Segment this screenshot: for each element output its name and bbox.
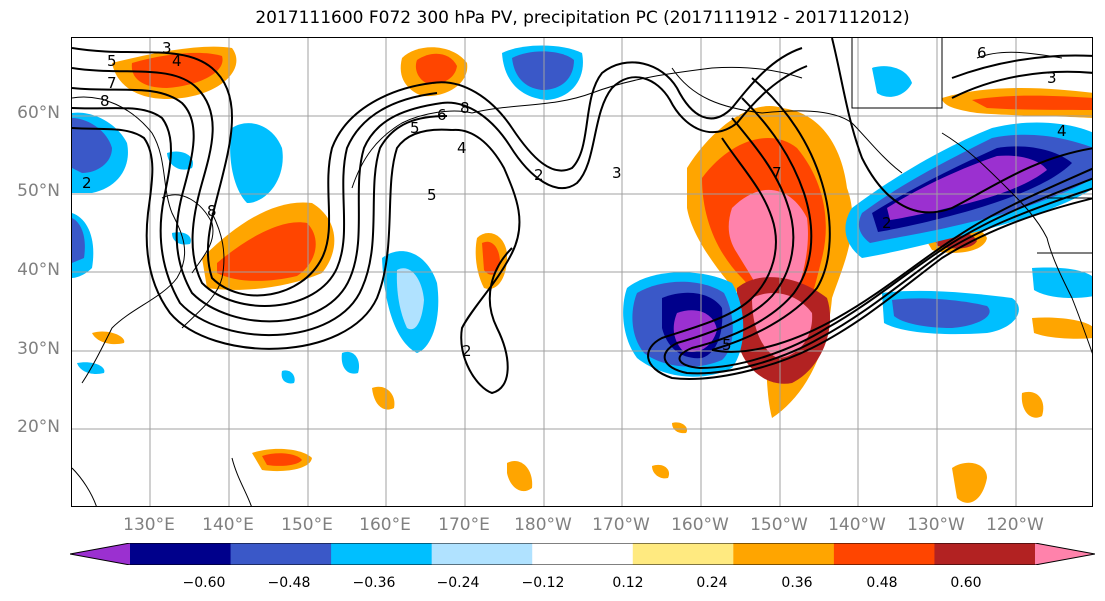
contour-label: 4	[172, 52, 182, 70]
contour-label: 3	[162, 39, 172, 57]
contour-label: 2	[534, 166, 544, 184]
colorbar-tick-label: 0.60	[950, 575, 982, 591]
colorbar-tick-label: −0.12	[521, 575, 565, 591]
colorbar-tick-label: −0.48	[267, 575, 311, 591]
colorbar-tick-label: 0.36	[781, 575, 813, 591]
contour-label: 5	[107, 52, 117, 70]
colorbar-cell	[431, 543, 533, 565]
colorbar-cell	[934, 543, 1036, 565]
contour-label: 4	[1057, 122, 1067, 140]
lon-label: 130°E	[123, 515, 175, 535]
colorbar-cell	[733, 543, 835, 565]
lon-label: 140°E	[202, 515, 254, 535]
lon-label: 170°E	[438, 515, 490, 535]
contour-label: 8	[460, 99, 470, 117]
contour-label: 4	[457, 139, 467, 157]
lat-label: 60°N	[17, 103, 60, 123]
map-title: 2017111600 F072 300 hPa PV, precipitatio…	[255, 8, 910, 28]
colorbar-tick-label: −0.24	[436, 575, 480, 591]
colorbar-cell	[130, 543, 232, 565]
contour-label: 7	[772, 164, 782, 182]
lon-label: 130°W	[907, 515, 965, 535]
lon-label: 180°W	[514, 515, 572, 535]
map-canvas: 3 4 5 7 8 8 6 5 4 8 2 2 5 6 3 7 4 2 5 3 …	[72, 38, 1092, 506]
colorbar	[70, 543, 1095, 565]
lon-label: 150°E	[281, 515, 333, 535]
colorbar-cell	[532, 543, 634, 565]
lon-label: 170°W	[592, 515, 650, 535]
colorbar-cells	[70, 543, 1095, 565]
colorbar-tick-label: −0.36	[352, 575, 396, 591]
contour-label: 6	[437, 106, 447, 124]
colorbar-cell	[833, 543, 935, 565]
graticule	[72, 38, 1092, 506]
colorbar-cell	[70, 543, 130, 565]
contour-label: 5	[427, 186, 437, 204]
lon-label: 160°W	[671, 515, 729, 535]
pv-contour-labels: 3 4 5 7 8 8 6 5 4 8 2 2 5 6 3 7 4 2 5 3 …	[82, 39, 1067, 360]
lon-label: 150°W	[750, 515, 808, 535]
lat-label: 50°N	[17, 181, 60, 201]
contour-label: 7	[107, 74, 117, 92]
lat-label: 40°N	[17, 260, 60, 280]
contour-label: 6	[977, 44, 987, 62]
colorbar-cell	[632, 543, 734, 565]
colorbar-cell	[230, 543, 332, 565]
colorbar-tick-label: 0.48	[866, 575, 898, 591]
lon-label: 120°W	[986, 515, 1044, 535]
contour-label: 2	[82, 174, 92, 192]
contour-label: 5	[722, 336, 732, 354]
lon-label: 160°E	[359, 515, 411, 535]
contour-label: 5	[410, 119, 420, 137]
contour-label: 2	[462, 342, 472, 360]
lat-label: 20°N	[17, 417, 60, 437]
pv-contours	[72, 38, 1092, 395]
contour-label: 2	[882, 214, 892, 232]
map-panel: 3 4 5 7 8 8 6 5 4 8 2 2 5 6 3 7 4 2 5 3 …	[71, 37, 1093, 507]
contour-label: 3	[612, 164, 622, 182]
lat-label: 30°N	[17, 339, 60, 359]
colorbar-tick-label: −0.60	[182, 575, 226, 591]
colorbar-tick-label: 0.12	[612, 575, 644, 591]
lon-label: 140°W	[828, 515, 886, 535]
colorbar-cell	[1035, 543, 1095, 565]
contour-label: 8	[100, 92, 110, 110]
contour-label: 8	[207, 202, 217, 220]
contour-label: 3	[1047, 69, 1057, 87]
colorbar-cell	[331, 543, 433, 565]
colorbar-tick-label: 0.24	[696, 575, 728, 591]
precip-positive-shading	[92, 46, 1092, 503]
